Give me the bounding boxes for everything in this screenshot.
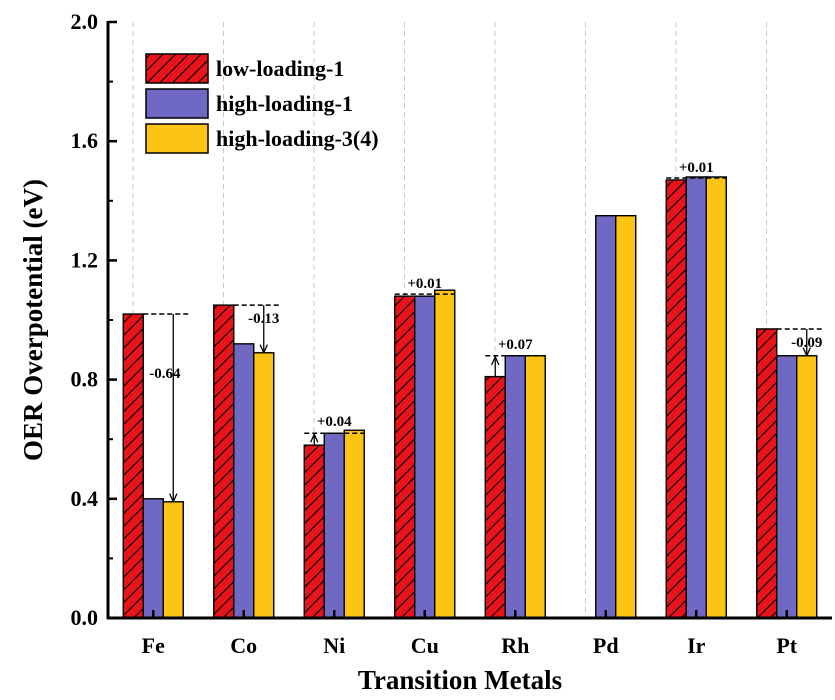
y-tick-label: 2.0 [71,9,99,34]
bar-rh-series-3 [524,355,546,619]
x-tick-label-cu: Cu [411,633,439,658]
bar-pd-series-2 [595,214,617,619]
legend: low-loading-1 high-loading-1 high-loading-… [145,53,379,154]
bar-rh-series-2 [504,355,526,619]
bar-ir-series-1 [665,179,687,619]
bar-pd-series-3 [615,214,637,619]
grid-layer [132,22,767,618]
ann-label-pt: -0.09 [791,335,822,351]
ann-label-ir: +0.01 [679,160,714,176]
bar-rh-series-1 [484,375,506,619]
x-axis-title: Transition Metals [358,665,562,695]
y-axis-title: OER Overpotential (eV) [18,179,48,461]
bar-ir-series-3 [705,176,727,619]
axes-layer: 0.0 0.4 0.8 1.2 1.6 2.0 Fe Co Ni Cu Rh Pd Ir Pt [71,9,832,658]
bar-pt-series-2 [776,355,798,619]
bar-ni-series-1 [303,444,325,619]
legend-label-3: high-loading-3(4) [216,126,379,151]
bar-cu-series-2 [414,295,436,619]
bar-co-series-2 [233,343,255,619]
x-tick-label-pt: Pt [776,633,797,658]
legend-label-1: low-loading-1 [216,56,344,81]
bar-fe-series-3 [162,501,184,619]
y-tick-label: 0.8 [71,367,99,392]
bar-ir-series-2 [685,176,707,619]
legend-swatch-1 [145,53,209,84]
x-tick-label-fe: Fe [142,633,165,658]
ann-label-fe: -0.64 [149,366,181,382]
annotation-layer: -0.64 -0.13 +0.04 +0.01 +0.07 +0.01 -0.09 [143,160,825,502]
bar-fe-series-2 [142,498,164,619]
x-tick-label-ni: Ni [323,633,345,658]
bar-ni-series-2 [323,432,345,619]
bar-fe-series-1 [122,313,144,619]
bars-layer [122,176,818,619]
legend-swatch-2 [145,88,209,119]
bar-pt-series-1 [756,328,778,619]
legend-swatch-3 [145,123,209,154]
x-tick-label-co: Co [230,633,257,658]
y-tick-label: 1.6 [71,128,99,153]
ann-label-ni: +0.04 [317,414,352,430]
legend-label-2: high-loading-1 [216,91,353,116]
y-tick-label: 0.0 [71,605,99,630]
x-tick-label-pd: Pd [593,633,619,658]
bar-co-series-3 [253,352,275,619]
bar-cu-series-3 [434,289,456,619]
bar-co-series-1 [213,304,235,619]
bar-ni-series-3 [343,429,365,619]
y-tick-label: 1.2 [71,247,99,272]
x-tick-label-ir: Ir [687,633,706,658]
x-tick-label-rh: Rh [501,633,529,658]
bar-pt-series-3 [796,355,818,619]
ann-label-rh: +0.07 [498,337,533,353]
ann-label-cu: +0.01 [407,276,442,292]
y-tick-label: 0.4 [71,486,99,511]
ann-label-co: -0.13 [248,311,279,327]
bar-cu-series-1 [394,295,416,619]
